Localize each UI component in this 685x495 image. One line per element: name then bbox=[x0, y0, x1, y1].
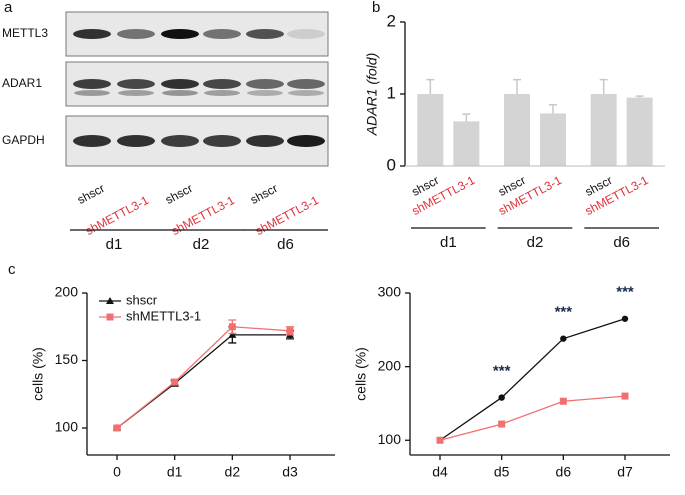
error-bar bbox=[426, 78, 435, 94]
band bbox=[161, 79, 199, 89]
band bbox=[204, 90, 240, 96]
marker bbox=[560, 335, 567, 342]
band bbox=[118, 90, 154, 96]
band bbox=[203, 135, 241, 147]
series-line bbox=[439, 395, 626, 441]
marker bbox=[621, 315, 629, 322]
series-line bbox=[116, 326, 291, 429]
annotation: *** bbox=[616, 284, 634, 301]
y-tick-label: 200 bbox=[55, 284, 79, 300]
band bbox=[117, 79, 155, 89]
band bbox=[203, 79, 241, 89]
legend-label: shMETTL3-1 bbox=[126, 308, 201, 323]
bar bbox=[417, 94, 444, 166]
marker bbox=[498, 420, 506, 428]
y-axis-label: ADAR1 (fold) bbox=[364, 53, 380, 136]
error-bar bbox=[513, 78, 521, 94]
series-line bbox=[439, 318, 626, 441]
group-label: d6 bbox=[613, 234, 630, 251]
marker bbox=[106, 313, 114, 321]
band bbox=[246, 29, 284, 39]
error-bar bbox=[599, 78, 608, 94]
marker bbox=[171, 378, 179, 386]
y-tick-label: 100 bbox=[55, 419, 79, 435]
group-label: d6 bbox=[277, 236, 294, 253]
protein-label: METTL3 bbox=[2, 26, 48, 40]
band bbox=[73, 79, 111, 89]
y-tick-label: 100 bbox=[378, 431, 402, 447]
group-label: d2 bbox=[193, 236, 210, 253]
legend-label: shscr bbox=[126, 292, 158, 307]
band bbox=[287, 29, 325, 39]
x-tick-label: d6 bbox=[556, 464, 572, 480]
group-label: d2 bbox=[527, 234, 544, 251]
band bbox=[161, 29, 199, 39]
group-label: d1 bbox=[106, 236, 123, 253]
marker bbox=[113, 424, 121, 432]
x-tick-label: d3 bbox=[282, 464, 298, 480]
band bbox=[162, 90, 198, 96]
band bbox=[246, 135, 284, 147]
band bbox=[73, 29, 111, 39]
group-label: d1 bbox=[440, 234, 457, 251]
y-tick-label: 1 bbox=[387, 83, 396, 102]
y-tick-label: 300 bbox=[378, 284, 402, 300]
y-tick-label: 0 bbox=[387, 155, 396, 174]
marker bbox=[286, 327, 294, 335]
marker bbox=[498, 394, 505, 401]
error-bar bbox=[635, 95, 644, 98]
bar bbox=[590, 94, 617, 166]
band bbox=[117, 135, 155, 147]
marker bbox=[436, 436, 444, 444]
bar bbox=[504, 94, 530, 166]
band bbox=[73, 135, 111, 147]
y-tick-label: 150 bbox=[55, 351, 79, 367]
y-tick-label: 200 bbox=[378, 357, 402, 373]
band bbox=[246, 79, 284, 89]
protein-label: ADAR1 bbox=[2, 76, 42, 90]
band bbox=[203, 29, 241, 39]
x-tick-label: d5 bbox=[494, 464, 510, 480]
band bbox=[161, 135, 199, 147]
bar bbox=[540, 113, 566, 166]
y-axis-label: cells (%) bbox=[30, 347, 46, 401]
x-tick-label: d7 bbox=[617, 464, 633, 480]
band bbox=[288, 90, 324, 96]
panel-label: c bbox=[8, 261, 16, 278]
x-tick-label: d2 bbox=[225, 464, 241, 480]
panel-label: a bbox=[4, 0, 13, 16]
bar bbox=[626, 97, 653, 166]
marker bbox=[559, 397, 567, 405]
band bbox=[117, 29, 155, 39]
band bbox=[247, 90, 283, 96]
band bbox=[74, 90, 110, 96]
y-tick-label: 2 bbox=[387, 11, 396, 30]
band bbox=[287, 135, 325, 147]
marker bbox=[106, 297, 114, 304]
x-tick-label: d1 bbox=[167, 464, 183, 480]
error-bar bbox=[549, 104, 557, 114]
error-bar bbox=[462, 113, 471, 122]
marker bbox=[228, 330, 237, 338]
x-tick-label: d4 bbox=[432, 464, 448, 480]
band bbox=[287, 79, 325, 89]
panel-label: b bbox=[372, 0, 380, 16]
marker bbox=[228, 323, 236, 331]
y-axis-label: cells (%) bbox=[353, 347, 369, 401]
marker bbox=[621, 392, 629, 400]
x-tick-label: 0 bbox=[113, 464, 121, 480]
annotation: *** bbox=[555, 304, 573, 321]
protein-label: GAPDH bbox=[2, 133, 45, 147]
bar bbox=[453, 121, 480, 166]
annotation: *** bbox=[493, 363, 511, 380]
